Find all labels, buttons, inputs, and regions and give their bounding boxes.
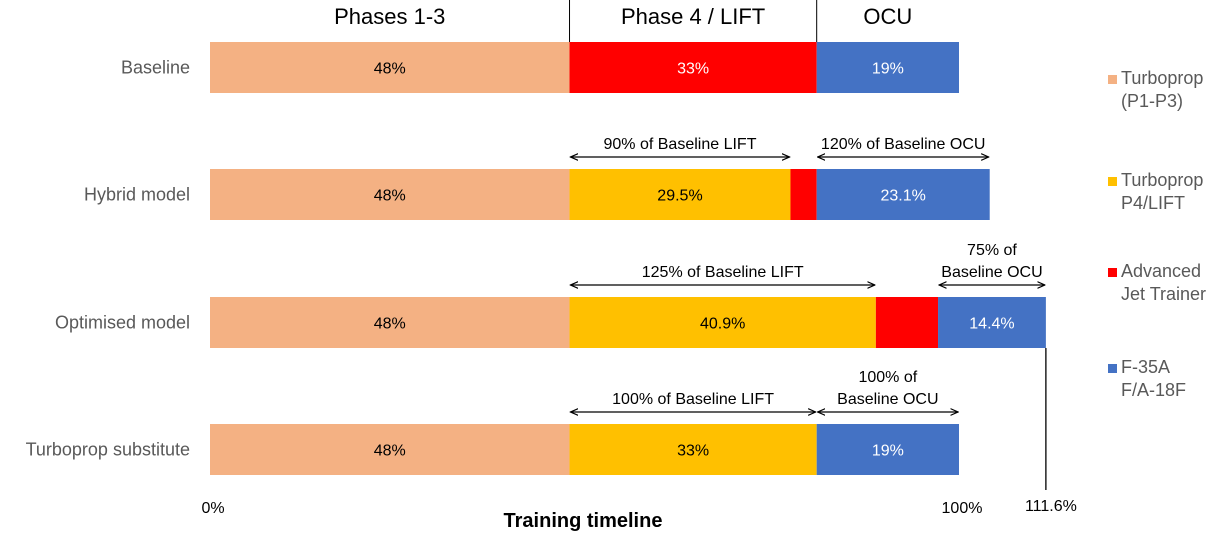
category-label: Turboprop substitute [26,440,190,460]
bar-segment [816,424,959,475]
range-annotation-text: 125% of Baseline LIFT [642,264,804,281]
phase-header-group: Phases 1-3 Phase 4 / LIFT OCU [334,0,912,42]
bar-segment [816,42,959,93]
bar-segment [816,169,990,220]
bar-value-label: 23.1% [881,188,926,205]
phase-header-label: Phase 4 / LIFT [621,4,765,29]
legend-swatch [1108,75,1117,84]
legend-label: F/A-18F [1121,380,1186,400]
legend-label: Jet Trainer [1121,284,1206,304]
bar-value-label: 33% [677,443,709,460]
bar-value-label: 48% [374,316,406,333]
legend-label: Turboprop [1121,170,1203,190]
bar-value-label: 48% [374,61,406,78]
legend-label: Turboprop [1121,68,1203,88]
x-axis-title: Training timeline [504,510,663,532]
bar-value-label: 19% [872,61,904,78]
legend: Turboprop (P1-P3) Turboprop P4/LIFT Advanced… [1108,68,1206,400]
range-annotation-text: 90% of Baseline LIFT [604,136,757,153]
bar-value-label: 48% [374,443,406,460]
legend-label: Advanced [1121,261,1201,281]
bar-value-label: 29.5% [657,188,702,205]
bar-segment [569,42,817,93]
legend-label: (P1-P3) [1121,91,1183,111]
bar-value-label: 19% [872,443,904,460]
bar-value-label: 48% [374,188,406,205]
bar-segment [210,169,570,220]
legend-swatch [1108,364,1117,373]
x-axis: 0% 100% Training timeline [201,500,982,532]
category-label: Baseline [121,58,190,78]
x-tick-label-start: 0% [201,500,224,517]
bar-segment [875,297,939,348]
range-annotation-text: 100% of [858,369,917,386]
bars-group: Baseline 48% 33% 19% Hybrid model 48% 29.5% 23.… [26,42,1077,515]
legend-label: P4/LIFT [1121,193,1185,213]
end-marker-label: 111.6% [1025,498,1077,515]
annotations-group: 90% of Baseline LIFT 120% of Baseline OCU… [571,136,1045,412]
legend-swatch [1108,177,1117,186]
legend-label: F-35A [1121,357,1170,377]
bar-segment [790,169,817,220]
range-annotation-text: 120% of Baseline OCU [821,136,986,153]
bar-segment [569,297,876,348]
category-label: Optimised model [55,313,190,333]
x-tick-label-end: 100% [942,500,983,517]
range-annotation-text: Baseline OCU [837,391,938,408]
range-annotation-text: 100% of Baseline LIFT [612,391,774,408]
bar-segment [210,424,570,475]
bar-value-label: 40.9% [700,316,745,333]
category-label: Hybrid model [84,185,190,205]
bar-segment [569,424,817,475]
bar-segment [938,297,1046,348]
phase-header-label: OCU [863,4,912,29]
range-annotation-text: Baseline OCU [941,264,1042,281]
bar-segment [210,42,570,93]
bar-segment [569,169,791,220]
bar-value-label: 33% [677,61,709,78]
legend-swatch [1108,268,1117,277]
bar-value-label: 14.4% [969,316,1014,333]
phase-header-label: Phases 1-3 [334,4,445,29]
bar-segment [210,297,570,348]
range-annotation-text: 75% of [967,242,1017,259]
